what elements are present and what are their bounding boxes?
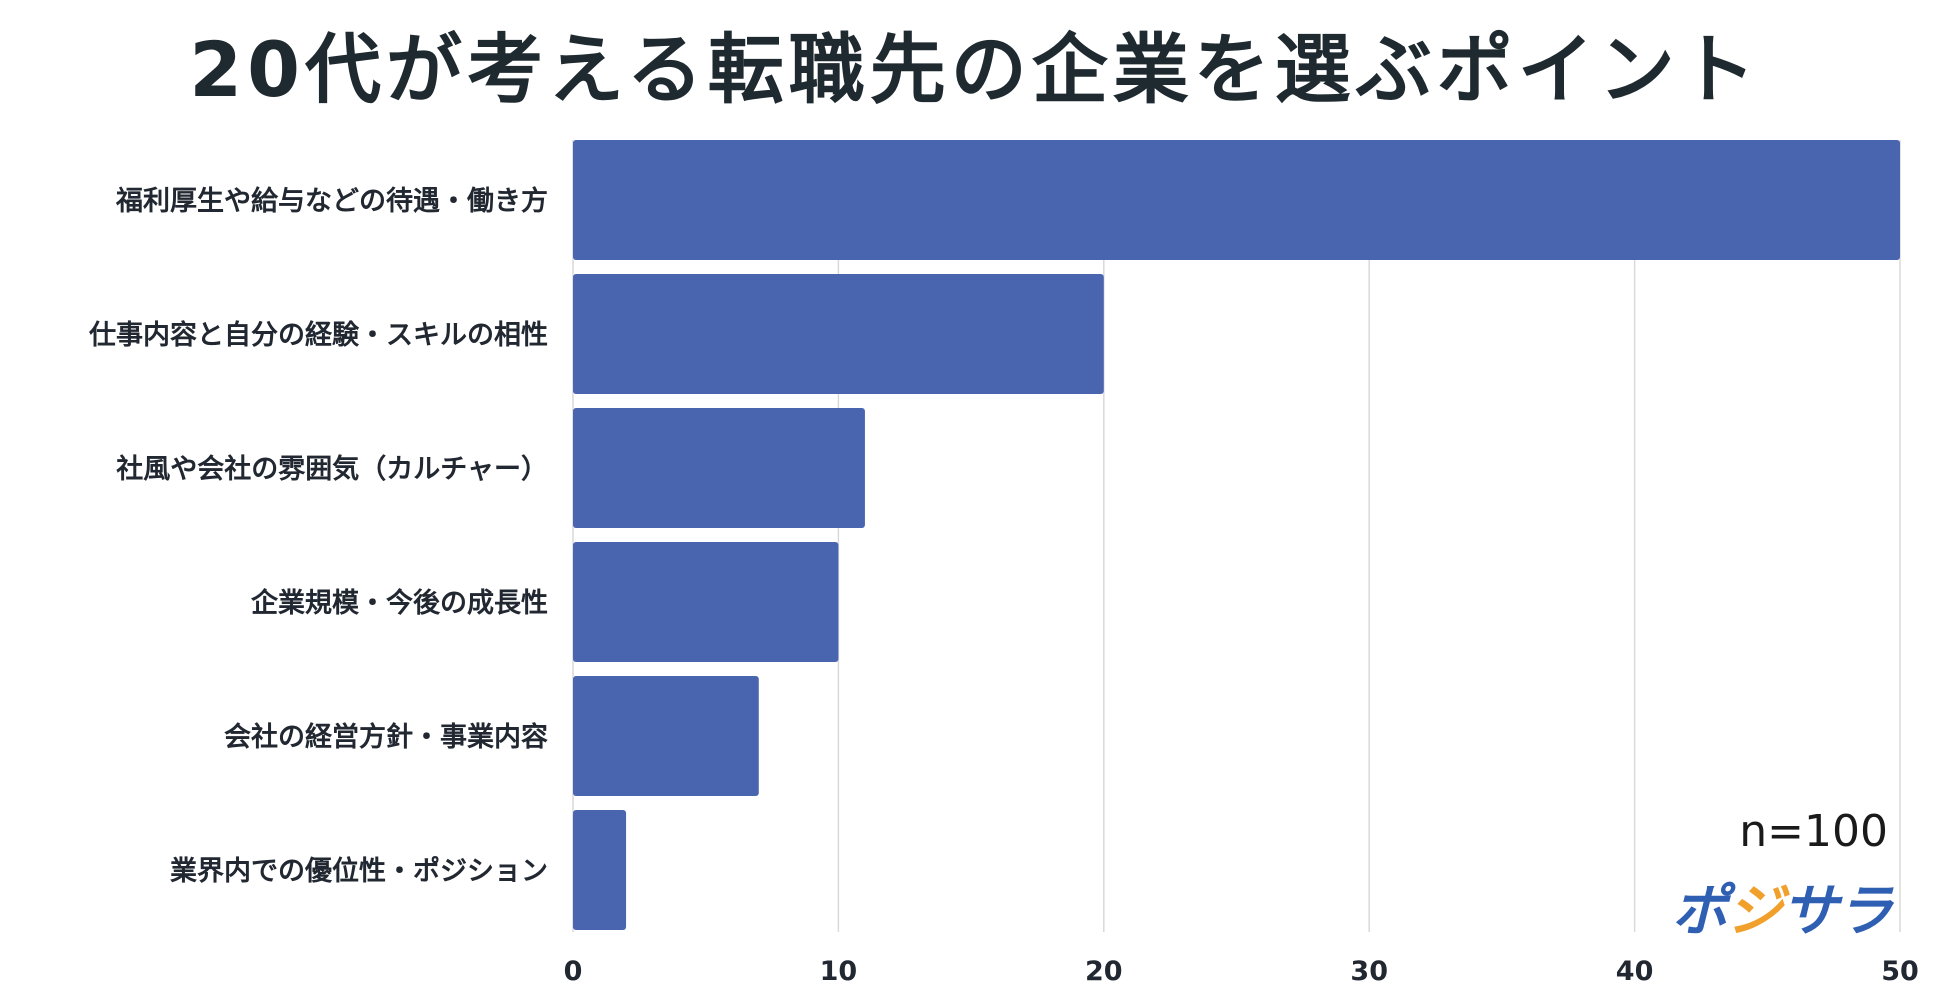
chart-title: 20代が考える転職先の企業を選ぶポイント	[189, 25, 1761, 114]
category-label: 社風や会社の雰囲気（カルチャー）	[116, 453, 548, 485]
x-tick-label: 50	[1881, 956, 1919, 987]
bar	[573, 810, 627, 930]
x-tick-label: 30	[1350, 956, 1388, 987]
bar	[573, 140, 1900, 260]
bars	[573, 140, 1900, 930]
bar	[573, 408, 865, 528]
x-tick-labels: 0 10 20 30 40 50	[564, 956, 1919, 987]
brand-logo-text: ポジサラ	[1672, 879, 1893, 944]
bar	[573, 676, 759, 796]
category-label: 福利厚生や給与などの待遇・働き方	[115, 185, 548, 217]
category-labels: 福利厚生や給与などの待遇・働き方仕事内容と自分の経験・スキルの相性社風や会社の雰…	[88, 185, 548, 887]
x-tick-label: 40	[1616, 956, 1654, 987]
grid-lines	[572, 140, 1901, 932]
category-label: 業界内での優位性・ポジション	[170, 855, 548, 887]
brand-logo: ポジサラ	[1672, 866, 1893, 947]
category-label: 企業規模・今後の成長性	[251, 587, 548, 619]
x-tick-label: 10	[820, 956, 858, 987]
x-tick-label: 20	[1085, 956, 1123, 987]
category-label: 会社の経営方針・事業内容	[224, 721, 548, 753]
bar	[573, 274, 1104, 394]
bar	[573, 542, 839, 662]
category-label: 仕事内容と自分の経験・スキルの相性	[88, 319, 548, 351]
x-tick-label: 0	[564, 956, 583, 987]
sample-size-note: n=100	[1739, 806, 1888, 857]
